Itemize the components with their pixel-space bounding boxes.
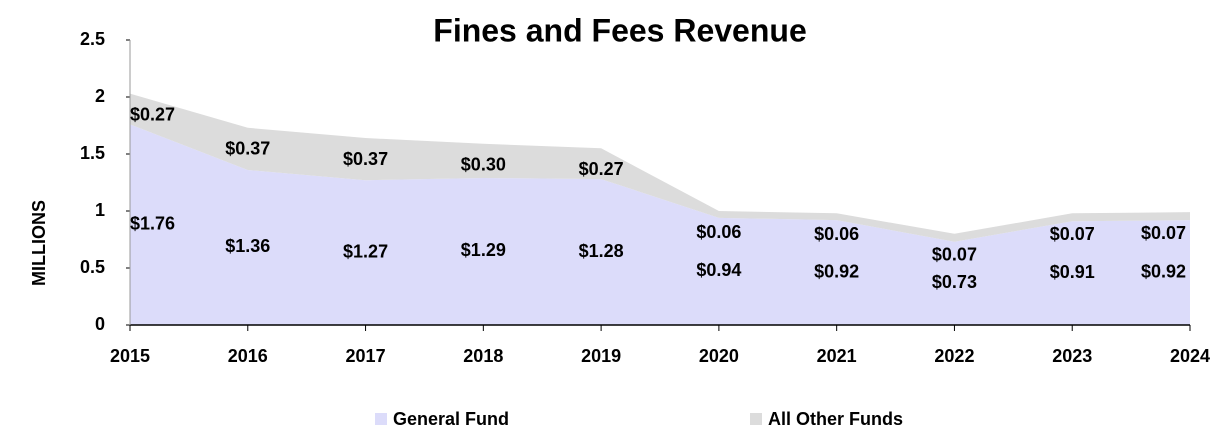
area (130, 124, 1190, 325)
y-tick-label: 1.5 (80, 143, 105, 163)
x-tick-label: 2017 (346, 346, 386, 366)
x-tick-label: 2016 (228, 346, 268, 366)
x-tick-label: 2020 (699, 346, 739, 366)
data-label: $0.73 (932, 272, 977, 292)
data-label: $0.92 (1141, 261, 1186, 281)
data-label: $0.06 (814, 224, 859, 244)
data-label: $1.36 (225, 236, 270, 256)
legend-swatch (750, 413, 762, 425)
x-tick-label: 2022 (934, 346, 974, 366)
y-tick-label: 0.5 (80, 257, 105, 277)
data-label: $0.06 (696, 222, 741, 242)
chart-title: Fines and Fees Revenue (433, 12, 806, 48)
data-label: $0.27 (579, 159, 624, 179)
data-label: $1.27 (343, 241, 388, 261)
data-label: $1.28 (579, 241, 624, 261)
y-tick-label: 2.5 (80, 29, 105, 49)
data-label: $0.37 (225, 139, 270, 159)
area (130, 93, 1190, 242)
data-label: $0.27 (130, 104, 175, 124)
data-label: $0.91 (1050, 262, 1095, 282)
data-label: $0.30 (461, 154, 506, 174)
x-tick-label: 2023 (1052, 346, 1092, 366)
x-tick-label: 2019 (581, 346, 621, 366)
data-label: $0.07 (932, 245, 977, 265)
data-label: $0.37 (343, 149, 388, 169)
data-label: $1.29 (461, 240, 506, 260)
x-tick-label: 2024 (1170, 346, 1210, 366)
data-label: $0.92 (814, 261, 859, 281)
x-tick-label: 2018 (463, 346, 503, 366)
legend-swatch (375, 413, 387, 425)
y-axis-label: MILLIONS (29, 200, 49, 286)
legend-label: All Other Funds (768, 409, 903, 429)
legend-label: General Fund (393, 409, 509, 429)
y-tick-label: 1 (95, 200, 105, 220)
data-label: $0.07 (1050, 224, 1095, 244)
data-label: $0.07 (1141, 223, 1186, 243)
data-label: $1.76 (130, 213, 175, 233)
x-tick-label: 2015 (110, 346, 150, 366)
data-label: $0.94 (696, 260, 741, 280)
y-tick-label: 2 (95, 86, 105, 106)
x-tick-label: 2021 (817, 346, 857, 366)
y-tick-label: 0 (95, 314, 105, 334)
